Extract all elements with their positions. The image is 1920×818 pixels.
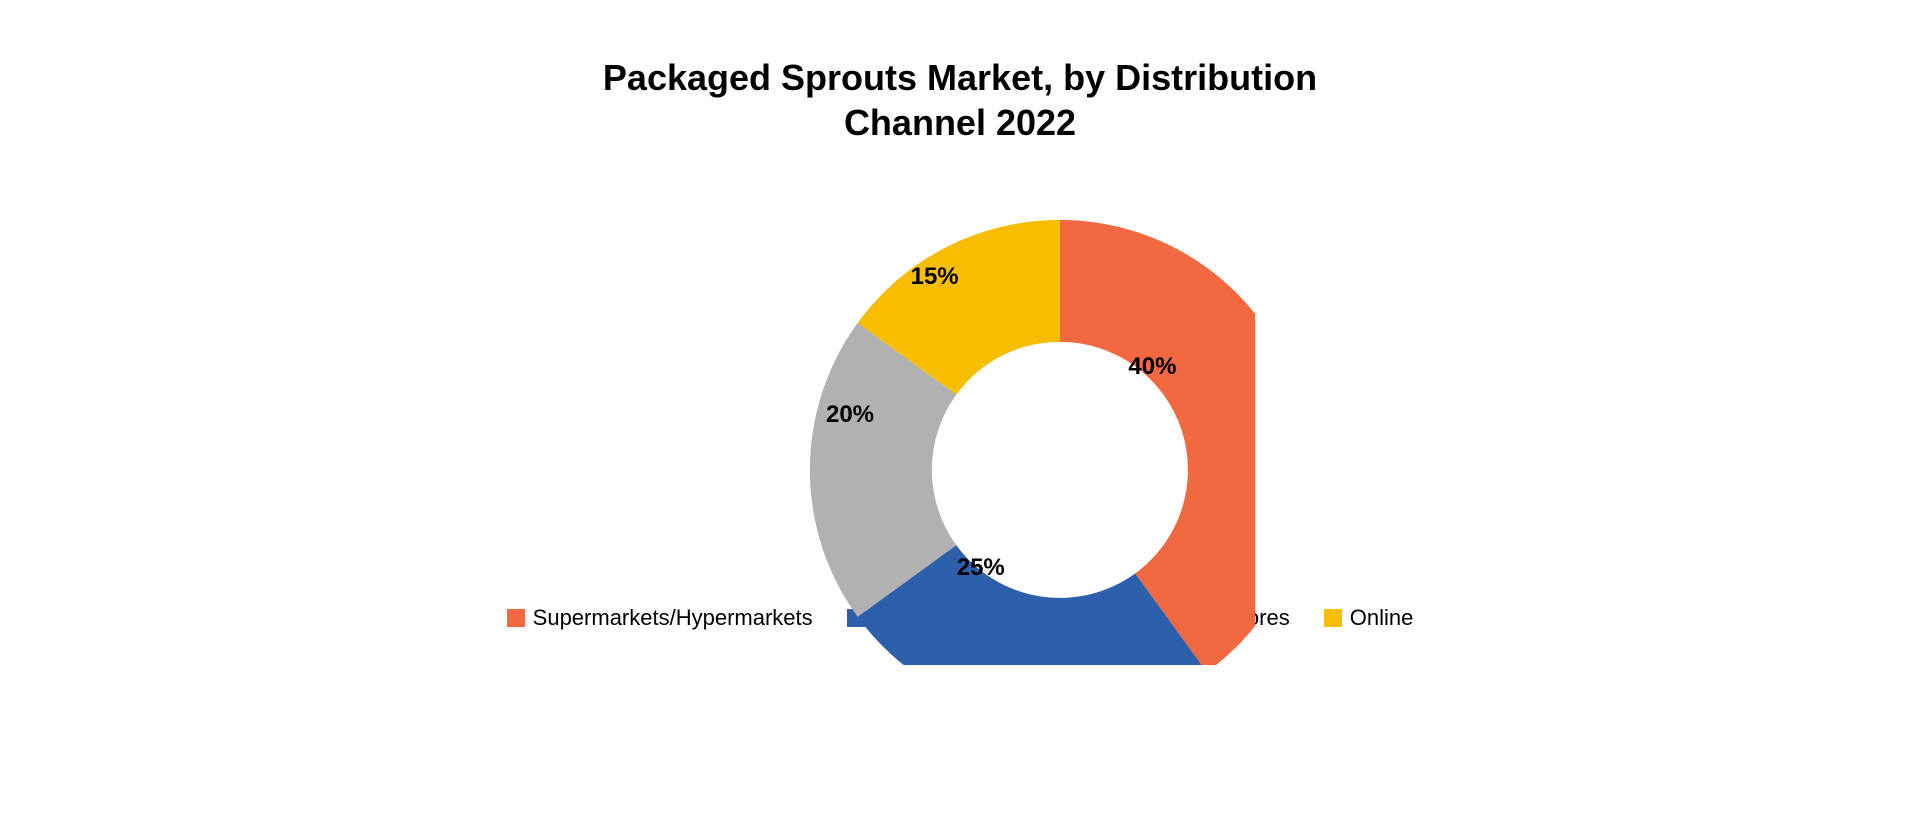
legend-item: Online <box>1324 605 1414 631</box>
slice-label: 20% <box>826 401 874 429</box>
legend-swatch <box>507 609 525 627</box>
slice-label: 25% <box>957 554 1005 582</box>
slice-label: 15% <box>911 263 959 291</box>
donut-chart: Packaged Sprouts Market, by Distribution… <box>0 0 1920 818</box>
legend-label: Online <box>1350 605 1414 631</box>
slice-label: 40% <box>1128 353 1176 381</box>
chart-title: Packaged Sprouts Market, by Distribution… <box>603 55 1317 145</box>
donut-area: 40%25%20%15% <box>755 165 1165 575</box>
legend-swatch <box>1324 609 1342 627</box>
